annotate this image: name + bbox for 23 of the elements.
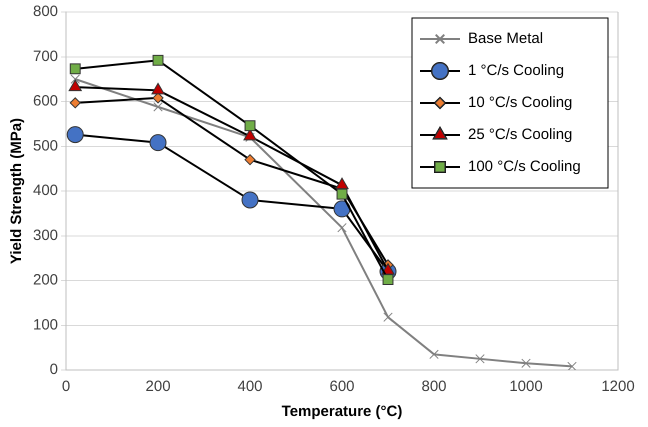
x-tick-label: 0 bbox=[62, 378, 70, 396]
x-axis-title: Temperature (°C) bbox=[282, 403, 402, 420]
y-tick-label: 200 bbox=[32, 272, 58, 289]
y-tick-label: 500 bbox=[32, 137, 58, 154]
x-tick-label: 800 bbox=[421, 378, 447, 396]
legend-label: 25 °C/s Cooling bbox=[468, 126, 572, 144]
x-tick-label: 400 bbox=[238, 378, 263, 396]
y-axis-title: Yield Strength (MPa) bbox=[8, 118, 26, 264]
legend-label: 10 °C/s Cooling bbox=[468, 94, 572, 112]
x-tick-label: 200 bbox=[146, 378, 171, 396]
legend-label: 1 °C/s Cooling bbox=[468, 62, 564, 80]
y-tick-label: 100 bbox=[32, 316, 58, 334]
y-tick-label: 800 bbox=[32, 3, 58, 20]
x-tick-label: 1200 bbox=[601, 378, 635, 396]
y-tick-label: 600 bbox=[32, 92, 58, 110]
y-tick-label: 300 bbox=[32, 226, 58, 244]
legend-label: 100 °C/s Cooling bbox=[468, 158, 581, 176]
y-tick-label: 0 bbox=[50, 361, 58, 378]
y-tick-label: 400 bbox=[32, 182, 58, 200]
x-tick-label: 1000 bbox=[509, 378, 543, 396]
legend-label: Base Metal bbox=[468, 30, 544, 48]
x-tick-label: 600 bbox=[330, 378, 355, 396]
y-tick-label: 700 bbox=[32, 48, 58, 65]
